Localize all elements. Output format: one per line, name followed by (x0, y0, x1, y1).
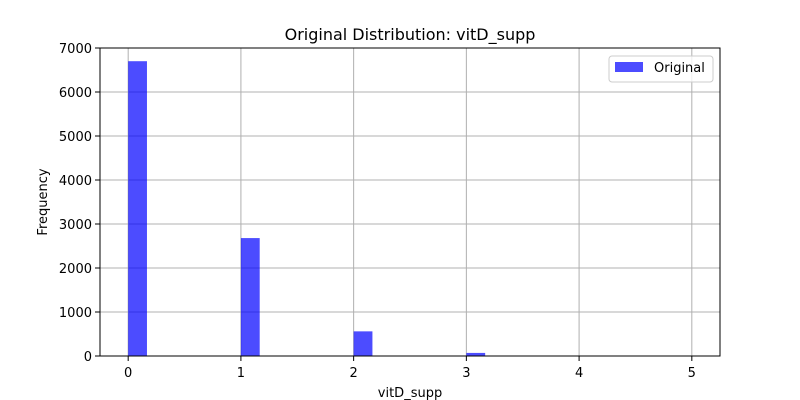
x-tick-label: 4 (575, 366, 583, 381)
x-tick-label: 1 (237, 366, 245, 381)
bar (466, 352, 486, 356)
x-tick-label: 0 (124, 366, 132, 381)
y-tick-label: 1000 (59, 306, 92, 321)
y-tick-label: 4000 (59, 174, 92, 189)
y-tick-label: 0 (84, 350, 92, 365)
y-tick-label: 2000 (59, 262, 92, 277)
x-tick-label: 5 (688, 366, 696, 381)
x-axis-label: vitD_supp (378, 386, 442, 400)
bar (128, 61, 147, 356)
y-tick-label: 6000 (59, 86, 92, 101)
x-axis-ticks: 0 1 2 3 4 5 (124, 356, 696, 381)
bar (240, 238, 260, 356)
bar (353, 331, 373, 356)
x-tick-label: 3 (462, 366, 470, 381)
y-tick-label: 7000 (59, 42, 92, 57)
grid-lines (100, 47, 720, 357)
y-tick-label: 5000 (59, 130, 92, 145)
legend-entry-original: Original (654, 61, 705, 76)
y-axis-label: Frequency (36, 168, 51, 235)
legend-swatch (615, 62, 643, 72)
y-tick-label: 3000 (59, 218, 92, 233)
legend: Original (608, 55, 714, 83)
bars (128, 61, 486, 356)
y-axis-ticks: 0 1000 2000 3000 4000 5000 6000 7000 (59, 42, 100, 365)
x-tick-label: 2 (349, 366, 357, 381)
plot-frame (99, 47, 721, 357)
chart-title: Original Distribution: vitD_supp (285, 25, 536, 45)
